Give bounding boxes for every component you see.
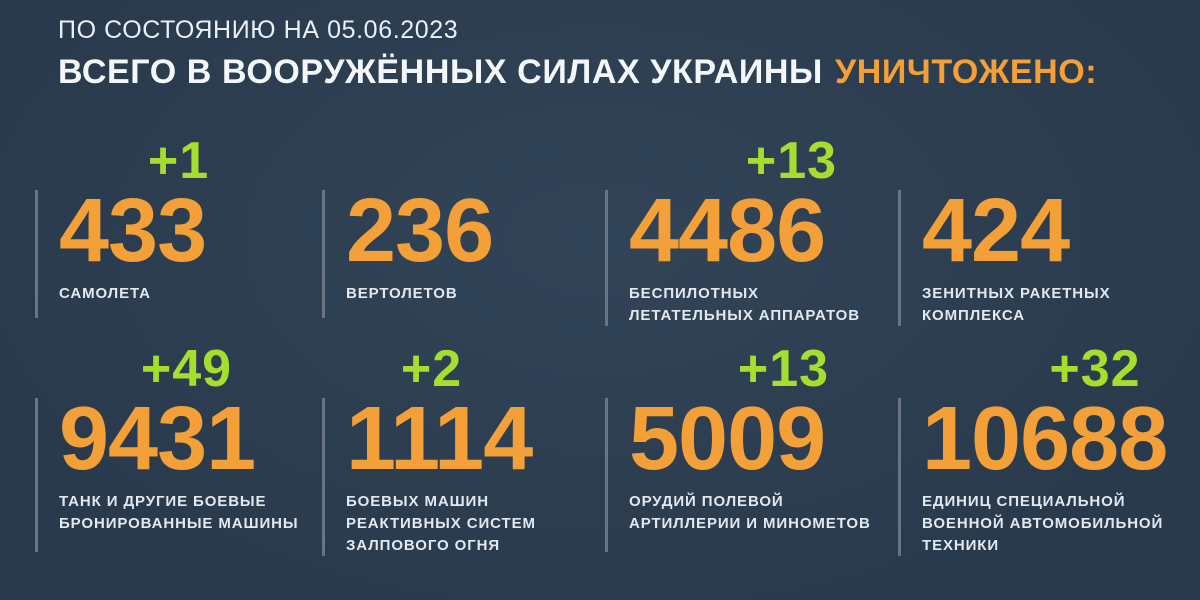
stat-card-artillery: +13 5009 ОРУДИЙ ПОЛЕВОЙ АРТИЛЛЕРИИ И МИН… [605, 334, 898, 556]
delta-badge: +2 [400, 339, 463, 398]
delta-badge: +13 [745, 131, 838, 190]
stat-card-helicopters: 236 ВЕРТОЛЕТОВ [322, 126, 605, 326]
report-date: ПО СОСТОЯНИЮ НА 05.06.2023 [58, 16, 459, 44]
stat-label: ЗЕНИТНЫХ РАКЕТНЫХ КОМПЛЕКСА [922, 284, 1111, 324]
stat-label: ТАНК И ДРУГИЕ БОЕВЫЕ БРОНИРОВАННЫЕ МАШИН… [59, 493, 299, 532]
stat-body: 4486 БЕСПИЛОТНЫХ ЛЕТАТЕЛЬНЫХ АППАРАТОВ [605, 181, 898, 327]
stat-card-aircraft: +1 433 САМОЛЕТА [35, 126, 322, 326]
stat-card-mlrs: +2 1114 БОЕВЫХ МАШИН РЕАКТИВНЫХ СИСТЕМ З… [322, 334, 605, 557]
delta-badge: +1 [147, 131, 210, 190]
delta-badge: +49 [140, 339, 233, 398]
stat-value: 424 [922, 181, 1070, 281]
stat-body: 433 САМОЛЕТА [35, 181, 322, 318]
page-title-main: ВСЕГО В ВООРУЖЁННЫХ СИЛАХ УКРАИНЫ [58, 53, 823, 91]
delta-badge: +13 [737, 339, 830, 398]
stat-value: 5009 [629, 389, 826, 490]
delta-badge [322, 126, 605, 186]
stat-value: 1114 [346, 389, 533, 490]
stat-label: БОЕВЫХ МАШИН РЕАКТИВНЫХ СИСТЕМ ЗАЛПОВОГО… [346, 493, 536, 554]
stat-body: 424 ЗЕНИТНЫХ РАКЕТНЫХ КОМПЛЕКСА [898, 181, 1200, 327]
stat-label: ВЕРТОЛЕТОВ [346, 284, 458, 302]
stat-body: 5009 ОРУДИЙ ПОЛЕВОЙ АРТИЛЛЕРИИ И МИНОМЕТ… [605, 389, 898, 553]
stat-label: ОРУДИЙ ПОЛЕВОЙ АРТИЛЛЕРИИ И МИНОМЕТОВ [629, 493, 871, 532]
stat-value: 433 [59, 181, 207, 281]
stat-value: 236 [346, 181, 494, 281]
stats-grid: +1 433 САМОЛЕТА 236 ВЕРТОЛЕТОВ +13 4486 … [35, 126, 1200, 557]
delta-badge: +32 [1049, 339, 1141, 398]
stat-card-sam-systems: 424 ЗЕНИТНЫХ РАКЕТНЫХ КОМПЛЕКСА [898, 126, 1200, 327]
stat-value: 10688 [922, 389, 1168, 490]
stat-label: БЕСПИЛОТНЫХ ЛЕТАТЕЛЬНЫХ АППАРАТОВ [629, 284, 860, 324]
stat-label: САМОЛЕТА [59, 284, 151, 302]
stat-value: 4486 [629, 181, 826, 281]
stat-card-military-vehicles: +32 10688 ЕДИНИЦ СПЕЦИАЛЬНОЙ ВОЕННОЙ АВТ… [898, 334, 1200, 557]
stat-value: 9431 [59, 389, 256, 490]
stat-body: 9431 ТАНК И ДРУГИЕ БОЕВЫЕ БРОНИРОВАННЫЕ … [35, 389, 322, 553]
stat-body: 236 ВЕРТОЛЕТОВ [322, 181, 605, 318]
page-title: ВСЕГО В ВООРУЖЁННЫХ СИЛАХ УКРАИНЫ УНИЧТОЖ… [58, 53, 1200, 92]
page-title-accent: УНИЧТОЖЕНО: [834, 53, 1098, 91]
stat-body: 1114 БОЕВЫХ МАШИН РЕАКТИВНЫХ СИСТЕМ ЗАЛП… [322, 389, 605, 557]
stat-card-uavs: +13 4486 БЕСПИЛОТНЫХ ЛЕТАТЕЛЬНЫХ АППАРАТ… [605, 126, 898, 327]
delta-badge [898, 126, 1200, 186]
stat-label: ЕДИНИЦ СПЕЦИАЛЬНОЙ ВОЕННОЙ АВТОМОБИЛЬНОЙ… [922, 493, 1164, 554]
stat-card-tanks: +49 9431 ТАНК И ДРУГИЕ БОЕВЫЕ БРОНИРОВАН… [35, 334, 322, 556]
header: ПО СОСТОЯНИЮ НА 05.06.2023 ВСЕГО В ВООРУ… [0, 0, 1200, 92]
stat-body: 10688 ЕДИНИЦ СПЕЦИАЛЬНОЙ ВОЕННОЙ АВТОМОБ… [898, 389, 1200, 557]
